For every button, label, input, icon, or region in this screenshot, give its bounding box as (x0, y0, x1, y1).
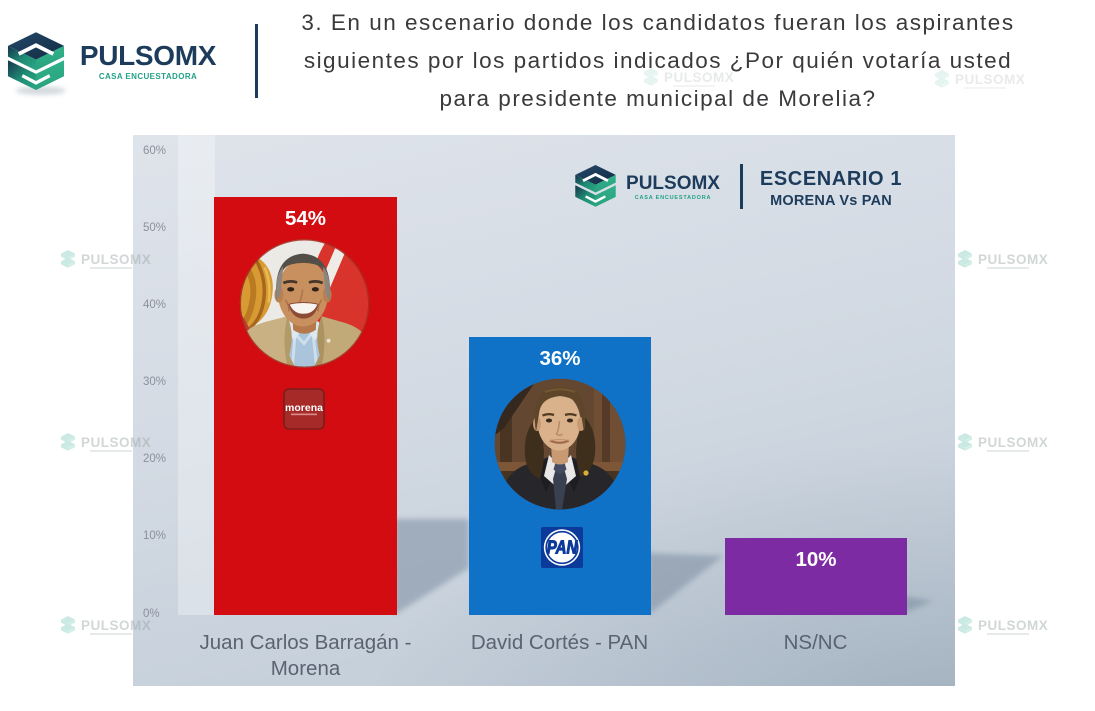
svg-text:morena: morena (285, 402, 323, 414)
svg-text:PAN: PAN (547, 537, 578, 558)
